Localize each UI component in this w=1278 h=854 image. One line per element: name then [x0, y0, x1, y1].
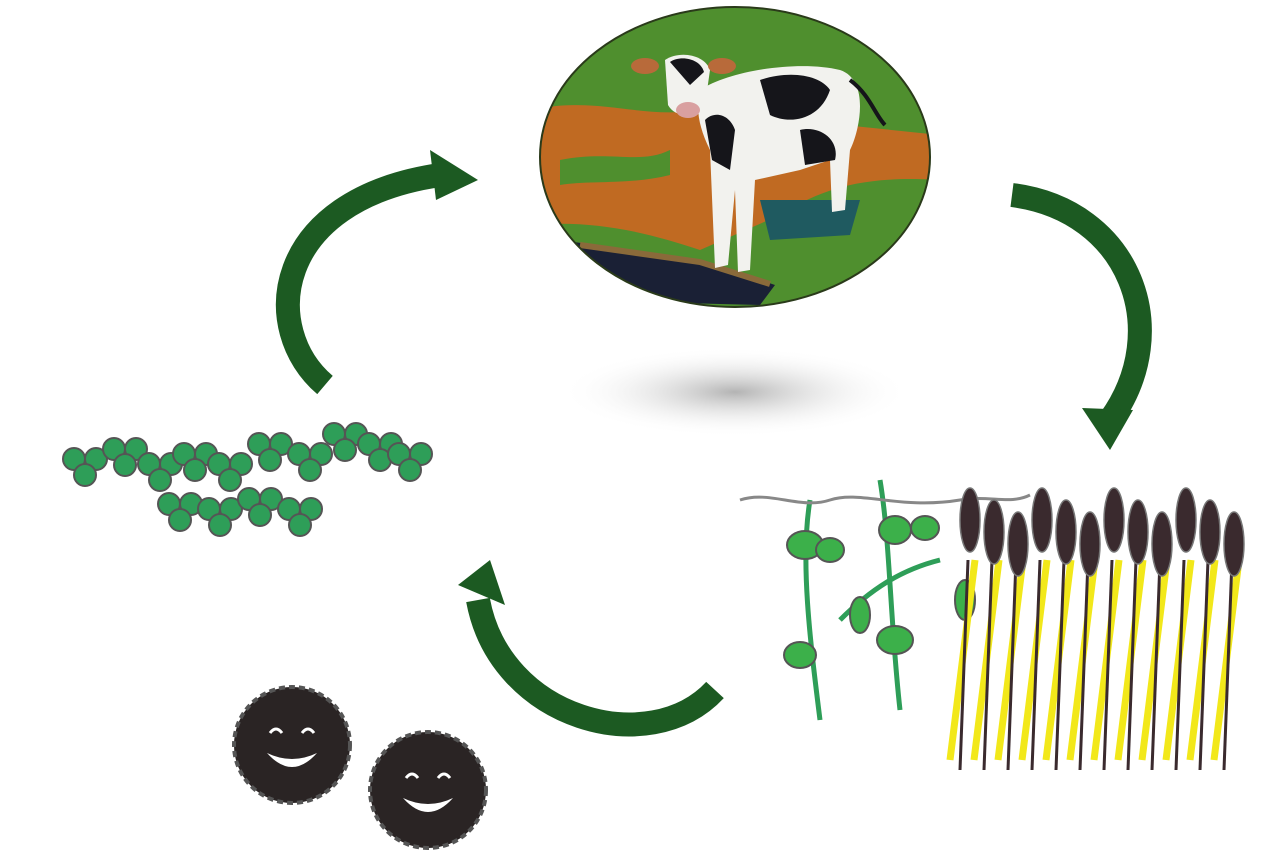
clover [198, 498, 242, 536]
clover-leaf [169, 509, 191, 531]
soil-body [234, 687, 350, 803]
pea-leaf [784, 642, 816, 668]
clover-leaf [334, 439, 356, 461]
clover-leaf [259, 449, 281, 471]
grain-ear [1152, 512, 1172, 576]
pea-leaf [816, 538, 844, 562]
arrow-head [1082, 408, 1133, 450]
pea-leaf [877, 626, 913, 654]
grain-ear [1200, 500, 1220, 564]
clover-leaf [399, 459, 421, 481]
page: (() => { JSON.parse(document.getElementB… [0, 0, 1278, 854]
cycle-diagram [0, 0, 1278, 854]
clovers [63, 423, 432, 536]
soil-ball [370, 732, 486, 848]
clover [248, 433, 292, 471]
clover [238, 488, 282, 526]
clover-leaf [74, 464, 96, 486]
soil-characters [234, 687, 486, 848]
clover-leaf [184, 459, 206, 481]
pea-leaf [879, 516, 911, 544]
grain-ear [1176, 488, 1196, 552]
soil-body [370, 732, 486, 848]
cow-ear [708, 58, 736, 74]
grain-ear [1224, 512, 1244, 576]
arrow-head [458, 560, 505, 605]
cow-nose [676, 102, 700, 118]
cow-ear [631, 58, 659, 74]
grain [950, 488, 1244, 770]
clover-leaf [149, 469, 171, 491]
shadow [560, 347, 910, 437]
clover [388, 443, 432, 481]
grain-ear [1056, 500, 1076, 564]
clover-leaf [219, 469, 241, 491]
arrow-head [430, 150, 478, 200]
clover [208, 453, 252, 491]
clover-leaf [299, 459, 321, 481]
grain-ear [1008, 512, 1028, 576]
clover [63, 448, 107, 486]
grain-ear [984, 500, 1004, 564]
pea-leaf [850, 597, 870, 633]
clover [158, 493, 202, 531]
grain-ear [960, 488, 980, 552]
arrow-shaft [478, 600, 715, 724]
pea-leaf [911, 516, 939, 540]
clover-leaf [289, 514, 311, 536]
grain-ear [1128, 500, 1148, 564]
clover-leaf [209, 514, 231, 536]
cow-picture [530, 0, 940, 320]
soil-ball [234, 687, 350, 803]
clover-leaf [249, 504, 271, 526]
clover-leaf [114, 454, 136, 476]
grain-ear [1080, 512, 1100, 576]
clover [288, 443, 332, 481]
arrow-shaft [1012, 195, 1140, 420]
clover [278, 498, 322, 536]
grain-ear [1032, 488, 1052, 552]
arrow-shaft [288, 175, 440, 385]
grain-ear [1104, 488, 1124, 552]
